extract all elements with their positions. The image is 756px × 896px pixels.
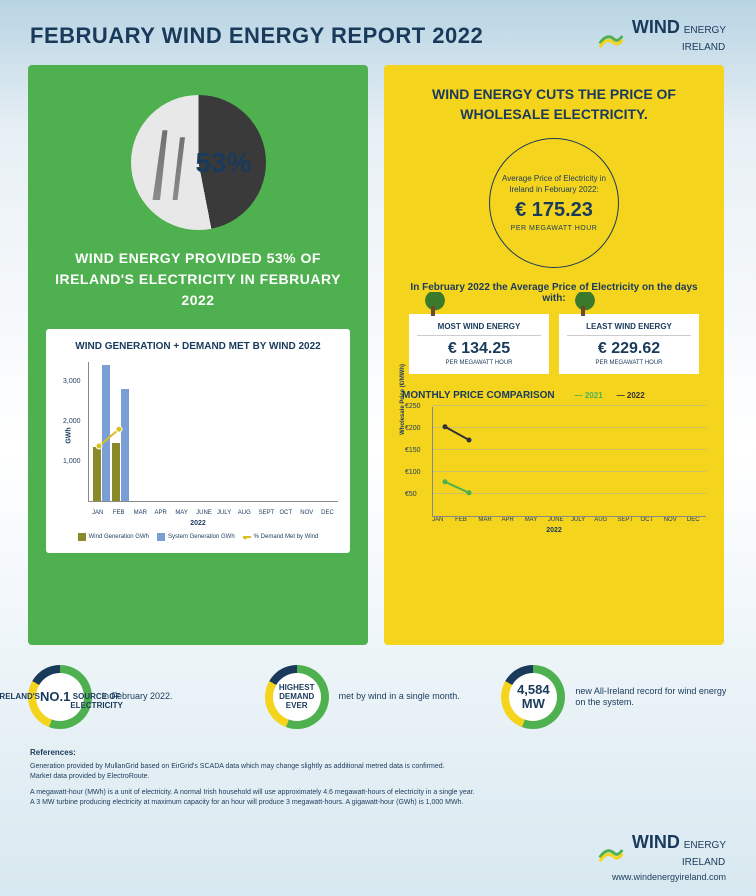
least-value: € 229.62 (567, 340, 691, 358)
chart2-ylabel: Wholesale Price (€/MWh) (400, 364, 406, 435)
stat-badge: IRELAND'SNO.1SOURCE OFELECTRICITYin Febr… (28, 665, 255, 729)
avg-price-unit: PER MEGAWATT HOUR (511, 225, 598, 232)
most-unit: PER MEGAWATT HOUR (417, 360, 541, 366)
stat-badge: 4,584MWnew All-Ireland record for wind e… (501, 665, 728, 729)
logo-sub1: ENERGY (684, 25, 726, 36)
stat-badge: HIGHESTDEMANDEVERmet by wind in a single… (265, 665, 492, 729)
monthly-title: MONTHLY PRICE COMPARISON (402, 390, 555, 401)
pie-chart: 53% (131, 95, 266, 230)
chart2-xlabels: JANFEBMARAPRMAYJUNEJULYAUGSEPTOCTNOVDEC (432, 517, 706, 523)
footer-url: www.windenergyireland.com (612, 872, 726, 882)
chart1-legend: Wind Generation GWhSystem Generation GWh… (58, 533, 338, 541)
refs-title: References: (30, 747, 726, 758)
chart1-ylabel: GWh (66, 427, 73, 443)
least-wind-box: LEAST WIND ENERGY € 229.62 PER MEGAWATT … (559, 314, 699, 374)
avg-price-label: Average Price of Electricity in Ireland … (500, 174, 608, 195)
chart1: GWh 1,0002,0003,000 (88, 362, 338, 502)
refs-p2: A megawatt-hour (MWh) is a unit of elect… (30, 788, 480, 808)
chart2-xlabel: 2022 (402, 527, 706, 534)
wind-logo-icon (596, 21, 626, 51)
most-value: € 134.25 (417, 340, 541, 358)
logo-sub2: IRELAND (682, 42, 725, 53)
chart2: Wholesale Price (€/MWh) €50€100€150€200€… (432, 407, 706, 517)
left-headline: WIND ENERGY PROVIDED 53% OF IRELAND'S EL… (46, 248, 350, 311)
chart1-xlabel: 2022 (58, 520, 338, 527)
wind-logo-icon (596, 835, 626, 865)
pie-percent: 53% (195, 147, 251, 179)
least-unit: PER MEGAWATT HOUR (567, 360, 691, 366)
references: References: Generation provided by Mulla… (0, 741, 756, 813)
most-wind-box: MOST WIND ENERGY € 134.25 PER MEGAWATT H… (409, 314, 549, 374)
main-panels: 53% WIND ENERGY PROVIDED 53% OF IRELAND'… (0, 65, 756, 645)
footer: WIND ENERGY IRELAND www.windenergyirelan… (596, 833, 726, 882)
monthly-title-row: MONTHLY PRICE COMPARISON — 2021 — 2022 (402, 390, 706, 401)
avg-price-value: € 175.23 (515, 199, 593, 222)
page-title: FEBRUARY WIND ENERGY REPORT 2022 (30, 23, 483, 49)
price-panel: WIND ENERGY CUTS THE PRICE OF WHOLESALE … (384, 65, 724, 645)
badges-row: IRELAND'SNO.1SOURCE OFELECTRICITYin Febr… (0, 645, 756, 741)
leg-2022: 2022 (627, 391, 645, 400)
generation-chart-box: WIND GENERATION + DEMAND MET BY WIND 202… (46, 329, 350, 553)
logo-brand: WIND (632, 17, 680, 37)
most-header: MOST WIND ENERGY (417, 322, 541, 336)
right-title: WIND ENERGY CUTS THE PRICE OF WHOLESALE … (402, 85, 706, 124)
chart1-xlabels: JANFEBMARAPRMAYJUNEJULYAUGSEPTOCTNOVDEC (92, 510, 338, 516)
brand-logo: WIND ENERGY IRELAND (596, 18, 726, 53)
footer-logo: WIND ENERGY IRELAND (596, 833, 726, 868)
avg-price-circle: Average Price of Electricity in Ireland … (489, 138, 619, 268)
refs-p1: Generation provided by MullanGrid based … (30, 762, 450, 782)
header: FEBRUARY WIND ENERGY REPORT 2022 WIND EN… (0, 0, 756, 65)
wind-share-panel: 53% WIND ENERGY PROVIDED 53% OF IRELAND'… (28, 65, 368, 645)
chart1-title: WIND GENERATION + DEMAND MET BY WIND 202… (58, 341, 338, 352)
leg-2021: 2021 (585, 391, 603, 400)
least-header: LEAST WIND ENERGY (567, 322, 691, 336)
